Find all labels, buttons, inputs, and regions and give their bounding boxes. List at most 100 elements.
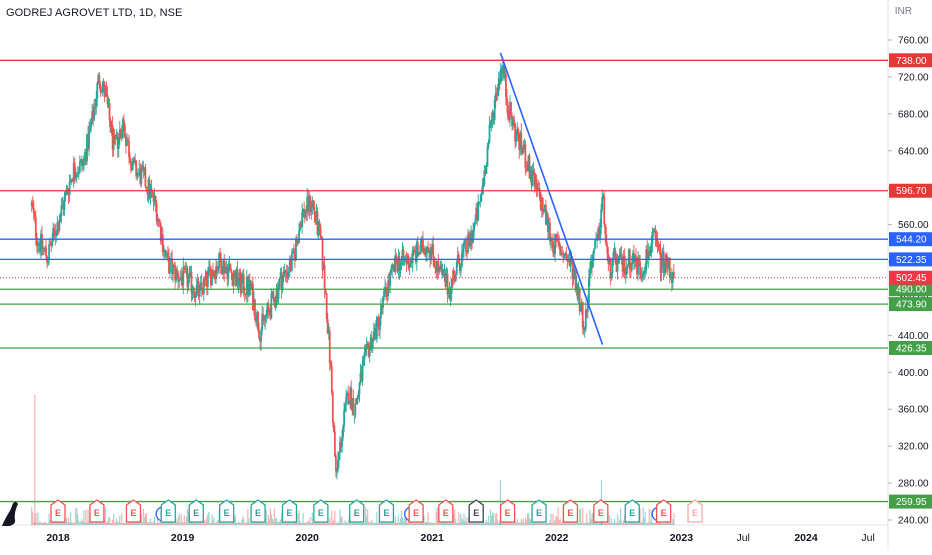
volume-bar — [532, 522, 535, 525]
candle-body — [90, 123, 93, 128]
event-marker-earnings-beat[interactable]: E — [313, 499, 329, 523]
volume-bar — [66, 522, 69, 525]
volume-bar — [79, 522, 81, 525]
volume-bar — [404, 512, 407, 525]
event-marker-earnings-miss[interactable]: E — [438, 499, 454, 523]
candle-body — [230, 270, 233, 274]
candle-body — [362, 359, 365, 365]
candle-body — [308, 196, 311, 212]
volume-bar — [403, 518, 406, 525]
volume-bar — [609, 522, 611, 525]
event-marker-earnings-miss[interactable]: E — [655, 499, 672, 523]
candle-body — [437, 260, 440, 272]
volume-bar — [87, 509, 89, 525]
candle-body — [550, 240, 552, 242]
candle-body — [303, 209, 306, 217]
candle-body — [182, 266, 185, 286]
event-marker-earnings-miss[interactable]: E — [125, 499, 142, 523]
event-marker-earnings-miss[interactable]: E — [593, 499, 609, 523]
candle-body — [508, 117, 510, 120]
candle-body — [371, 339, 374, 350]
earnings-icon — [219, 499, 235, 523]
volume-bar — [580, 508, 582, 525]
candle-body — [107, 103, 110, 105]
event-marker-earnings-miss[interactable]: E — [50, 499, 66, 523]
event-marker-earnings-beat[interactable]: E — [250, 499, 266, 523]
event-marker-earnings-neutral[interactable]: E — [468, 499, 484, 523]
event-marker-earnings-beat[interactable]: E — [531, 499, 547, 523]
candle-body — [196, 281, 199, 286]
volume-bar — [518, 522, 520, 525]
candle-body — [561, 253, 564, 255]
volume-bar — [48, 513, 50, 525]
candle-body — [545, 214, 548, 225]
candle-body — [326, 319, 329, 334]
event-marker-earnings-beat[interactable]: E — [188, 499, 204, 523]
candle-body — [584, 309, 587, 329]
candle-body — [71, 178, 74, 182]
volume-bar — [194, 522, 197, 525]
volume-bar — [360, 522, 363, 525]
level-price-tag-544.20 — [889, 232, 932, 247]
event-marker-earnings-beat[interactable]: E — [349, 499, 365, 523]
candle-body — [125, 137, 127, 146]
candle-body — [407, 256, 410, 269]
candle-body — [244, 293, 247, 295]
volume-bar — [458, 512, 460, 525]
candle-body — [102, 82, 105, 87]
volume-bar — [209, 523, 211, 525]
event-marker-earnings-miss[interactable]: E — [408, 499, 424, 523]
volume-bar — [601, 521, 603, 525]
event-marker-earnings-upcoming[interactable]: E — [687, 499, 703, 523]
candle-body — [461, 248, 464, 253]
platform-logo-icon — [2, 501, 18, 526]
candle-body — [213, 271, 215, 276]
y-tick-label: 360.00 — [898, 405, 929, 416]
volume-bar — [537, 522, 539, 525]
candle-body — [263, 317, 266, 321]
event-marker-earnings-beat[interactable]: E — [160, 499, 176, 523]
candle-body — [423, 248, 425, 253]
candle-body — [393, 265, 396, 272]
candle-body — [142, 165, 145, 171]
candle-body — [198, 285, 201, 297]
volume-bar — [210, 522, 212, 525]
candle-body — [203, 278, 206, 281]
event-marker-earnings-beat[interactable]: E — [624, 499, 640, 523]
event-marker-earnings-miss[interactable]: E — [499, 499, 516, 523]
volume-bar — [215, 522, 217, 525]
y-tick-label: 760.00 — [898, 36, 929, 47]
volume-bar — [114, 522, 116, 525]
candle-body — [209, 267, 211, 271]
volume-bar — [82, 521, 84, 525]
volume-bar — [344, 520, 346, 525]
volume-bar — [552, 513, 554, 525]
volume-bar — [44, 521, 46, 525]
event-marker-earnings-beat[interactable]: E — [219, 499, 235, 523]
earnings-letter: E — [55, 508, 61, 518]
candle-body — [318, 221, 321, 227]
candle-body — [151, 191, 154, 193]
volume-bar — [484, 522, 487, 525]
volume-bar — [497, 519, 499, 525]
event-marker-earnings-miss[interactable]: E — [562, 499, 579, 523]
candle-body — [301, 212, 303, 228]
candle-body — [82, 162, 84, 166]
candle-body — [190, 271, 193, 294]
candle-body — [465, 239, 467, 252]
event-marker-earnings-beat[interactable]: E — [281, 499, 298, 523]
volume-bar — [335, 523, 337, 525]
candle-body — [136, 172, 139, 177]
volume-bar — [264, 522, 266, 525]
volume-bar — [31, 507, 33, 525]
volume-bar — [156, 522, 158, 525]
event-marker-earnings-beat[interactable]: E — [378, 499, 395, 523]
volume-bar — [568, 520, 571, 525]
candle-body — [587, 277, 590, 304]
level-price-label: 544.20 — [896, 235, 927, 246]
event-marker-earnings-miss[interactable]: E — [89, 499, 105, 523]
candle-body — [80, 159, 83, 166]
volume-bar — [414, 522, 416, 525]
